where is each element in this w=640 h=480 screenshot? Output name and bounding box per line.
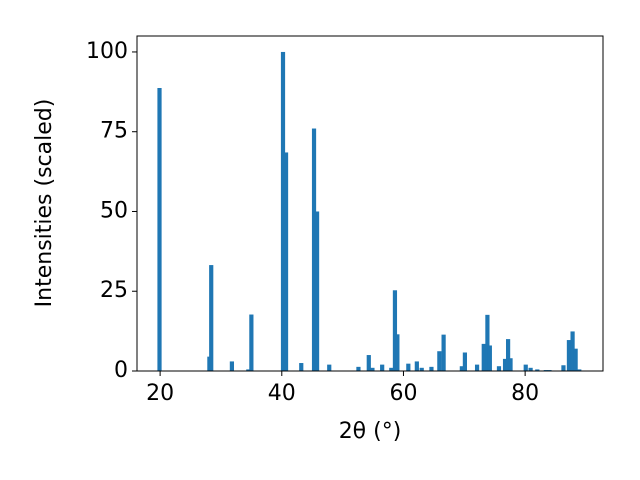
bar — [566, 340, 572, 371]
bar — [406, 363, 411, 371]
bar — [311, 128, 317, 371]
bar — [380, 364, 385, 371]
y-axis-label: Intensities (scaled) — [32, 99, 57, 308]
x-tick-label: 20 — [146, 381, 174, 406]
bar — [523, 364, 528, 371]
bar — [389, 367, 394, 371]
bar — [528, 367, 533, 371]
bar — [485, 314, 490, 371]
bar — [356, 366, 361, 371]
y-tick-label: 100 — [86, 39, 128, 64]
bar — [370, 367, 375, 371]
bar — [573, 348, 578, 371]
bar — [481, 343, 486, 371]
bar — [437, 351, 442, 371]
bar — [392, 290, 398, 371]
bar — [157, 88, 162, 371]
y-tick-label: 0 — [114, 358, 128, 383]
bar — [505, 339, 511, 371]
bar — [249, 314, 254, 371]
x-tick-label: 60 — [389, 381, 417, 406]
bar — [429, 366, 434, 371]
bar — [487, 345, 492, 371]
x-tick-label: 80 — [511, 381, 539, 406]
bar — [327, 364, 332, 371]
bar — [283, 152, 289, 371]
bar — [299, 363, 304, 371]
bar — [496, 366, 502, 371]
bar — [441, 334, 446, 371]
y-tick-label: 25 — [100, 278, 128, 303]
x-axis-label: 2θ (°) — [339, 419, 402, 444]
bar — [474, 364, 480, 371]
bar — [462, 352, 468, 371]
bar — [209, 265, 214, 371]
y-tick-label: 50 — [100, 198, 128, 223]
bar — [459, 366, 464, 371]
bar — [561, 365, 566, 371]
bar — [502, 358, 508, 371]
y-tick-label: 75 — [100, 119, 128, 144]
bar — [508, 358, 513, 371]
bar — [229, 361, 235, 371]
bar — [280, 51, 286, 371]
plot-area — [157, 51, 582, 371]
bar — [395, 334, 400, 371]
bar — [314, 211, 320, 371]
x-tick-label: 40 — [268, 381, 296, 406]
bar — [570, 331, 575, 371]
axes-frame — [136, 35, 604, 372]
bar — [577, 369, 582, 371]
bar — [535, 369, 540, 371]
bar — [246, 369, 251, 371]
bar — [366, 355, 371, 371]
bar — [419, 367, 424, 371]
bar — [414, 361, 419, 371]
